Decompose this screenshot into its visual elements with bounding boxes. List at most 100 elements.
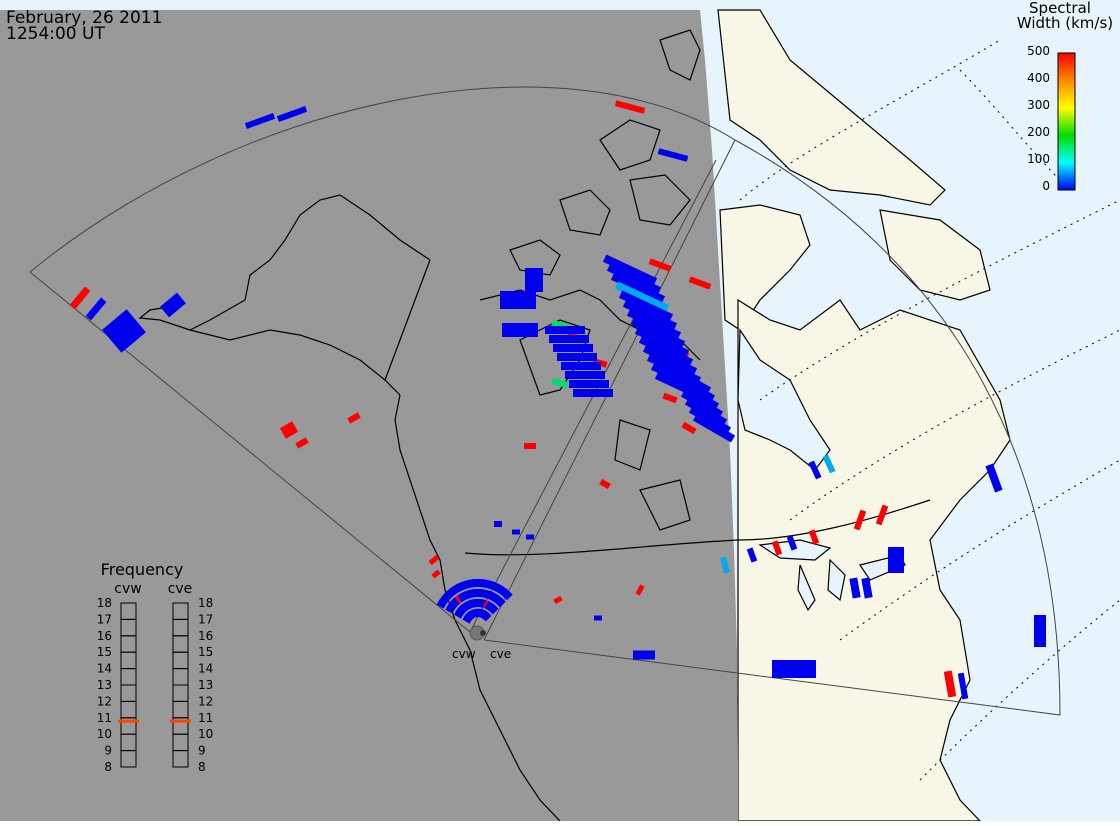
frequency-level-cve: 14 bbox=[198, 662, 213, 676]
scatter-cell bbox=[545, 326, 585, 334]
legend-title-line1: Spectral bbox=[1029, 0, 1091, 17]
frequency-level-cve: 12 bbox=[198, 694, 213, 708]
frequency-cell-cvw bbox=[120, 750, 137, 768]
scatter-cell bbox=[630, 317, 686, 349]
frequency-level-cvw: 12 bbox=[97, 694, 112, 708]
scatter-cell bbox=[618, 290, 674, 322]
scatter-cell bbox=[549, 335, 589, 343]
scatter-cell bbox=[861, 577, 873, 599]
frequency-level-cve: 18 bbox=[198, 596, 213, 610]
scatter-cell bbox=[557, 353, 597, 361]
frequency-level-cvw: 8 bbox=[104, 760, 112, 774]
scatter-cell bbox=[771, 540, 783, 556]
frequency-level-cvw: 15 bbox=[97, 645, 112, 659]
scatter-cell bbox=[634, 326, 690, 358]
scatter-cell bbox=[614, 281, 670, 313]
scatter-cell bbox=[102, 309, 146, 353]
scatter-cell bbox=[440, 593, 451, 603]
scatter-cell bbox=[494, 521, 502, 527]
scatter-cell bbox=[614, 100, 646, 114]
scatter-cell bbox=[551, 378, 569, 388]
frequency-level-cvw: 16 bbox=[97, 629, 112, 643]
scatter-cell bbox=[622, 299, 678, 331]
frequency-panel: Frequency cvw cve 18 17 16 15 14 13 12 11 10 9 8 18… bbox=[97, 560, 214, 774]
scatter-cell bbox=[606, 263, 662, 295]
frequency-level-cvw: 18 bbox=[97, 596, 112, 610]
scatter-cell bbox=[720, 556, 730, 574]
scatter-cell bbox=[688, 276, 712, 290]
night-region bbox=[0, 10, 738, 821]
scatter-cell bbox=[602, 254, 658, 286]
scatter-cell bbox=[808, 529, 820, 545]
scatter-cell bbox=[497, 585, 507, 596]
scatter-cell bbox=[610, 272, 666, 304]
scatter-cell bbox=[500, 587, 510, 598]
scatter-cell bbox=[746, 547, 758, 563]
frequency-level-cve: 11 bbox=[198, 711, 213, 725]
scatter-cell bbox=[1034, 615, 1046, 647]
scatter-cell bbox=[436, 599, 447, 609]
legend-tick-400: 400 bbox=[1027, 71, 1050, 85]
scatter-cell bbox=[495, 597, 506, 608]
frequency-level-cve: 13 bbox=[198, 678, 213, 692]
radar-sites bbox=[469, 625, 486, 641]
scatter-cell bbox=[279, 421, 299, 439]
scatter-cell bbox=[692, 413, 736, 443]
scatter-cell bbox=[526, 534, 534, 540]
legend-tick-300: 300 bbox=[1027, 98, 1050, 112]
graticule bbox=[739, 39, 1120, 781]
scatter-cell bbox=[553, 595, 563, 605]
scatter-cell bbox=[69, 286, 91, 310]
frequency-level-cve: 15 bbox=[198, 645, 213, 659]
scatter-cell bbox=[681, 421, 697, 435]
legend-title-line2: Width (km/s) bbox=[1017, 14, 1113, 32]
legend-tick-100: 100 bbox=[1027, 152, 1050, 166]
scatter-cell bbox=[648, 258, 672, 272]
frequency-level-cvw: 13 bbox=[97, 678, 112, 692]
scatter-cell bbox=[446, 587, 456, 598]
legend-tick-200: 200 bbox=[1027, 125, 1050, 139]
scatter-cell bbox=[772, 660, 816, 678]
frequency-level-cve: 8 bbox=[198, 760, 206, 774]
frequency-level-cve: 9 bbox=[198, 744, 206, 758]
scatter-cell bbox=[786, 535, 798, 551]
scatter-cell bbox=[295, 437, 309, 449]
scatter-cell bbox=[428, 554, 440, 566]
scatter-cell bbox=[808, 460, 822, 480]
frequency-label-cvw: cvw bbox=[114, 581, 141, 597]
spectral-width-legend: Spectral Width (km/s) 500 400 300 200 10… bbox=[1017, 0, 1113, 193]
frequency-level-cve: 17 bbox=[198, 612, 213, 626]
scatter-cell bbox=[85, 297, 107, 321]
scatter-cell bbox=[657, 148, 689, 162]
legend-tick-500: 500 bbox=[1027, 44, 1050, 58]
scatter-cell bbox=[525, 268, 543, 292]
scatter-cell bbox=[553, 344, 593, 352]
frequency-level-cve: 10 bbox=[198, 727, 213, 741]
scatter-cell bbox=[431, 569, 441, 579]
scatter-cell bbox=[985, 463, 1003, 493]
scatter-cell bbox=[875, 504, 889, 526]
frequency-level-cvw: 9 bbox=[104, 744, 112, 758]
scatter-cell bbox=[494, 583, 504, 594]
legend-tick-0: 0 bbox=[1042, 179, 1050, 193]
scatter-cell bbox=[443, 590, 454, 601]
scatter-cell bbox=[481, 611, 492, 622]
radar-label-cvw: cvw bbox=[452, 647, 476, 661]
frequency-label-cve: cve bbox=[168, 581, 193, 597]
radar-backscatter bbox=[69, 100, 1046, 700]
frequency-level-cvw: 10 bbox=[97, 727, 112, 741]
frequency-title: Frequency bbox=[101, 560, 184, 579]
scatter-cell bbox=[822, 454, 836, 474]
scatter-cell bbox=[573, 389, 613, 397]
coastlines bbox=[138, 29, 739, 822]
frequency-level-cve: 16 bbox=[198, 629, 213, 643]
frequency-level-cvw: 14 bbox=[97, 662, 112, 676]
frequency-level-cvw: 17 bbox=[97, 612, 112, 626]
scatter-cell bbox=[642, 344, 698, 376]
scatter-cell bbox=[502, 323, 538, 337]
scatter-cell bbox=[594, 615, 602, 621]
scatter-cell bbox=[524, 443, 536, 449]
map-timestamp: February, 26 2011 1254:00 UT bbox=[6, 10, 162, 43]
scatter-cell bbox=[635, 584, 645, 596]
